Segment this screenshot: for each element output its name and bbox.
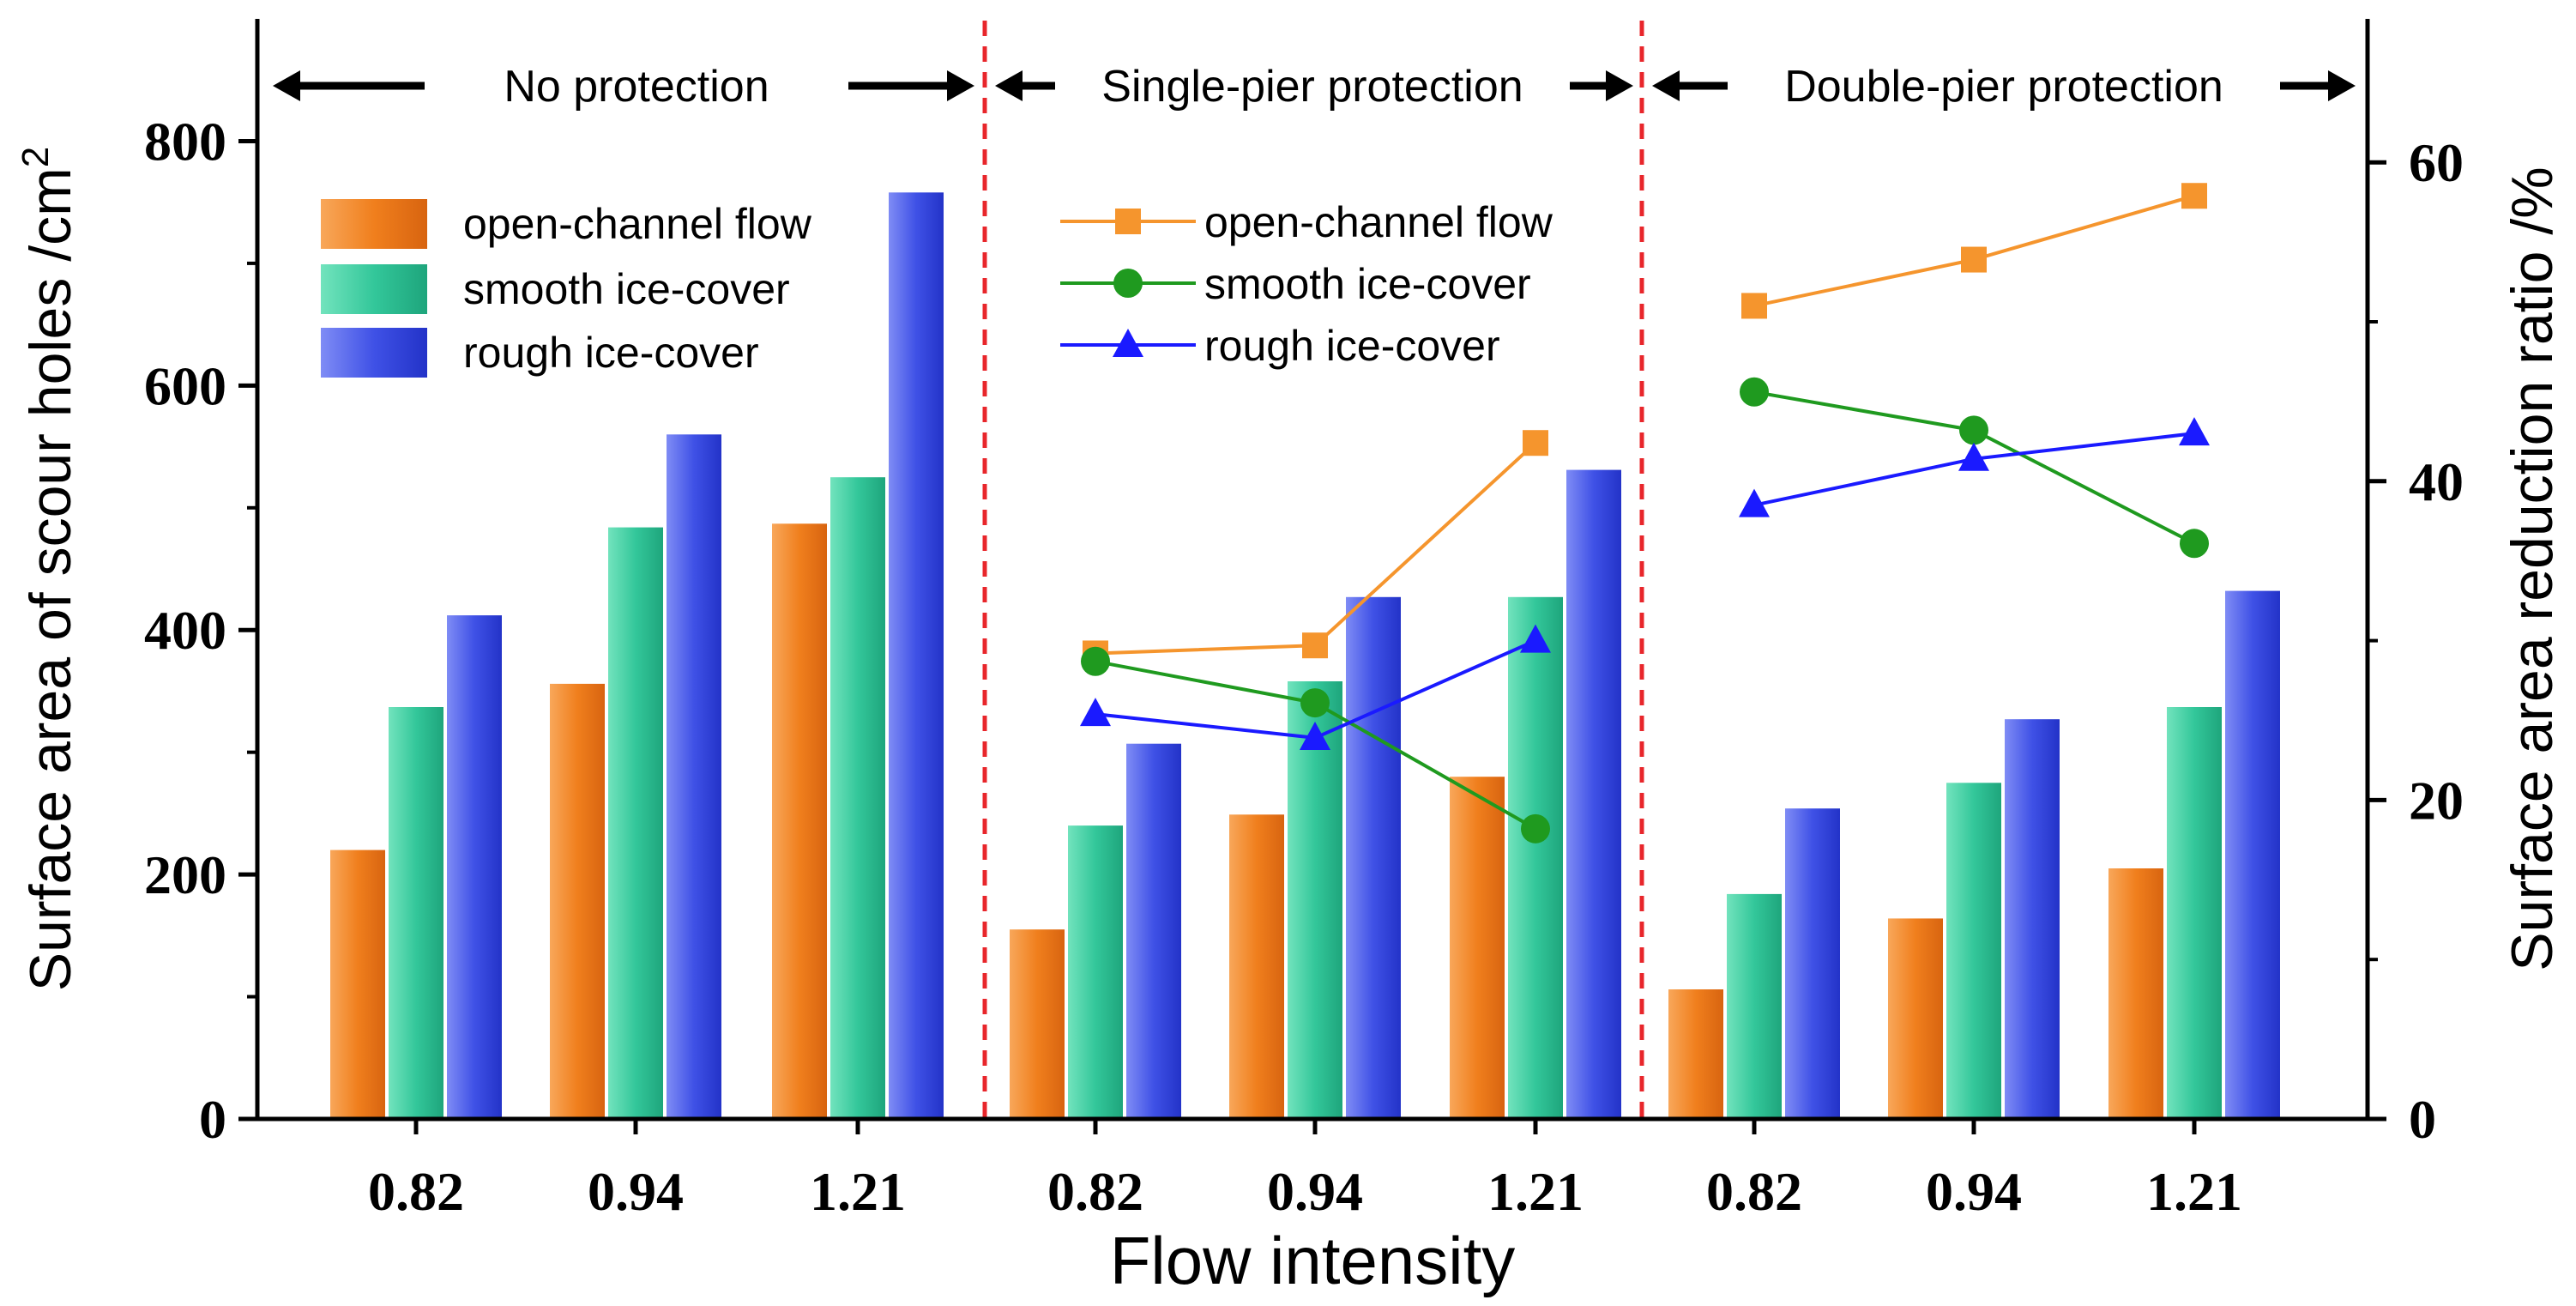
point-rough-ice-cover-3 bbox=[1080, 698, 1111, 727]
header-arrow-right-head bbox=[2328, 70, 2356, 101]
left-tick-label-0: 0 bbox=[199, 1089, 226, 1150]
section-header-label-3: Double-pier protection bbox=[1784, 62, 2223, 112]
point-rough-ice-cover-6 bbox=[1739, 488, 1770, 517]
point-rough-ice-cover-8 bbox=[2179, 417, 2210, 446]
left-tick-label-800: 800 bbox=[144, 111, 226, 172]
bar-legend-swatch bbox=[321, 199, 427, 249]
line-legend-item-1: smooth ice-cover bbox=[1060, 260, 1531, 308]
bar-smooth-ice-cover-8 bbox=[2167, 707, 2222, 1119]
point-open-channel-flow-7 bbox=[1961, 246, 1987, 273]
section-header-label-2: Single-pier protection bbox=[1101, 62, 1523, 112]
bar-rough-ice-cover-2 bbox=[889, 192, 944, 1119]
x-tick-label-1: 0.94 bbox=[588, 1161, 684, 1222]
line-legend-marker-triangle bbox=[1113, 329, 1143, 357]
bar-smooth-ice-cover-6 bbox=[1727, 893, 1782, 1119]
x-tick-label-3: 0.82 bbox=[1047, 1161, 1143, 1222]
line-legend-marker-circle bbox=[1113, 269, 1143, 298]
x-tick-label-5: 1.21 bbox=[1487, 1161, 1584, 1222]
bar-rough-ice-cover-0 bbox=[447, 615, 502, 1119]
line-legend-label: smooth ice-cover bbox=[1204, 260, 1531, 308]
line-legend-item-0: open-channel flow bbox=[1060, 198, 1553, 246]
left-tick-label-400: 400 bbox=[144, 600, 226, 661]
bar-smooth-ice-cover-1 bbox=[608, 527, 663, 1119]
bar-smooth-ice-cover-2 bbox=[830, 477, 885, 1119]
bar-rough-ice-cover-5 bbox=[1566, 469, 1621, 1119]
bar-rough-ice-cover-4 bbox=[1346, 596, 1401, 1119]
point-rough-ice-cover-7 bbox=[1958, 442, 1989, 471]
line-legend-marker-square bbox=[1115, 209, 1141, 234]
x-tick-label-0: 0.82 bbox=[368, 1161, 464, 1222]
bar-open-channel-flow-7 bbox=[1888, 918, 1943, 1119]
bar-legend-item-1: smooth ice-cover bbox=[321, 264, 790, 314]
bar-legend-label: open-channel flow bbox=[463, 200, 812, 248]
right-tick-label-0: 0 bbox=[2409, 1089, 2436, 1150]
line-legend-item-2: rough ice-cover bbox=[1060, 322, 1500, 370]
point-open-channel-flow-8 bbox=[2181, 183, 2207, 209]
line-legend-label: rough ice-cover bbox=[1204, 322, 1500, 370]
right-axis-title: Surface area reduction ratio /% bbox=[2500, 166, 2565, 970]
point-open-channel-flow-6 bbox=[1741, 293, 1767, 319]
bar-rough-ice-cover-7 bbox=[2005, 719, 2060, 1119]
right-tick-label-20: 20 bbox=[2409, 770, 2464, 831]
right-tick-label-60: 60 bbox=[2409, 132, 2464, 193]
bar-open-channel-flow-6 bbox=[1668, 989, 1723, 1119]
bar-open-channel-flow-4 bbox=[1229, 814, 1284, 1119]
header-arrow-left-head bbox=[1652, 70, 1680, 101]
bar-open-channel-flow-5 bbox=[1450, 777, 1505, 1119]
point-smooth-ice-cover-6 bbox=[1740, 377, 1769, 407]
section-header-3: Double-pier protection bbox=[1652, 62, 2356, 112]
point-smooth-ice-cover-3 bbox=[1081, 646, 1110, 676]
section-header-2: Single-pier protection bbox=[995, 62, 1633, 112]
section-header-label-1: No protection bbox=[504, 62, 769, 112]
x-tick-label-4: 0.94 bbox=[1267, 1161, 1363, 1222]
bar-open-channel-flow-0 bbox=[330, 850, 385, 1119]
bar-rough-ice-cover-8 bbox=[2225, 590, 2280, 1119]
left-axis-title: Surface area of scour holes /cm2 bbox=[15, 147, 83, 992]
section-header-1: No protection bbox=[273, 62, 974, 112]
header-arrow-right-head bbox=[947, 70, 974, 101]
point-rough-ice-cover-4 bbox=[1300, 721, 1330, 750]
right-tick-label-40: 40 bbox=[2409, 451, 2464, 512]
point-rough-ice-cover-5 bbox=[1520, 624, 1551, 653]
point-open-channel-flow-4 bbox=[1302, 632, 1328, 659]
header-arrow-left-head bbox=[273, 70, 300, 101]
point-smooth-ice-cover-8 bbox=[2180, 529, 2209, 559]
bar-smooth-ice-cover-4 bbox=[1288, 681, 1342, 1119]
x-tick-label-7: 0.94 bbox=[1926, 1161, 2022, 1222]
left-tick-label-200: 200 bbox=[144, 844, 226, 905]
bar-smooth-ice-cover-7 bbox=[1946, 783, 2001, 1119]
line-legend-label: open-channel flow bbox=[1204, 198, 1553, 246]
bar-legend-label: smooth ice-cover bbox=[463, 265, 790, 313]
point-smooth-ice-cover-5 bbox=[1521, 813, 1550, 843]
bar-rough-ice-cover-3 bbox=[1126, 743, 1181, 1119]
bar-rough-ice-cover-6 bbox=[1785, 808, 1840, 1119]
bar-legend-label: rough ice-cover bbox=[463, 329, 759, 377]
point-open-channel-flow-5 bbox=[1523, 430, 1548, 456]
bar-smooth-ice-cover-0 bbox=[389, 707, 443, 1119]
point-smooth-ice-cover-7 bbox=[1959, 415, 1988, 445]
bar-legend-swatch bbox=[321, 264, 427, 314]
point-smooth-ice-cover-4 bbox=[1300, 688, 1330, 718]
header-arrow-left-head bbox=[995, 70, 1023, 101]
x-tick-label-8: 1.21 bbox=[2146, 1161, 2242, 1222]
bar-open-channel-flow-3 bbox=[1010, 929, 1065, 1119]
bar-open-channel-flow-1 bbox=[550, 683, 605, 1119]
left-tick-label-600: 600 bbox=[144, 355, 226, 416]
bar-smooth-ice-cover-5 bbox=[1508, 596, 1563, 1119]
bar-rough-ice-cover-1 bbox=[667, 434, 721, 1119]
line-open-channel-flow-section-1 bbox=[1095, 441, 1537, 656]
bar-open-channel-flow-8 bbox=[2108, 868, 2163, 1119]
bar-legend-item-2: rough ice-cover bbox=[321, 328, 759, 378]
bar-smooth-ice-cover-3 bbox=[1068, 825, 1123, 1119]
header-arrow-right-head bbox=[1606, 70, 1633, 101]
bar-legend-item-0: open-channel flow bbox=[321, 199, 812, 249]
bar-legend-swatch bbox=[321, 328, 427, 378]
x-tick-label-6: 0.82 bbox=[1706, 1161, 1802, 1222]
left-axis-title-superscript: 2 bbox=[15, 147, 57, 167]
x-tick-label-2: 1.21 bbox=[810, 1161, 906, 1222]
bar-open-channel-flow-2 bbox=[772, 523, 827, 1119]
x-axis-title: Flow intensity bbox=[1110, 1223, 1516, 1298]
